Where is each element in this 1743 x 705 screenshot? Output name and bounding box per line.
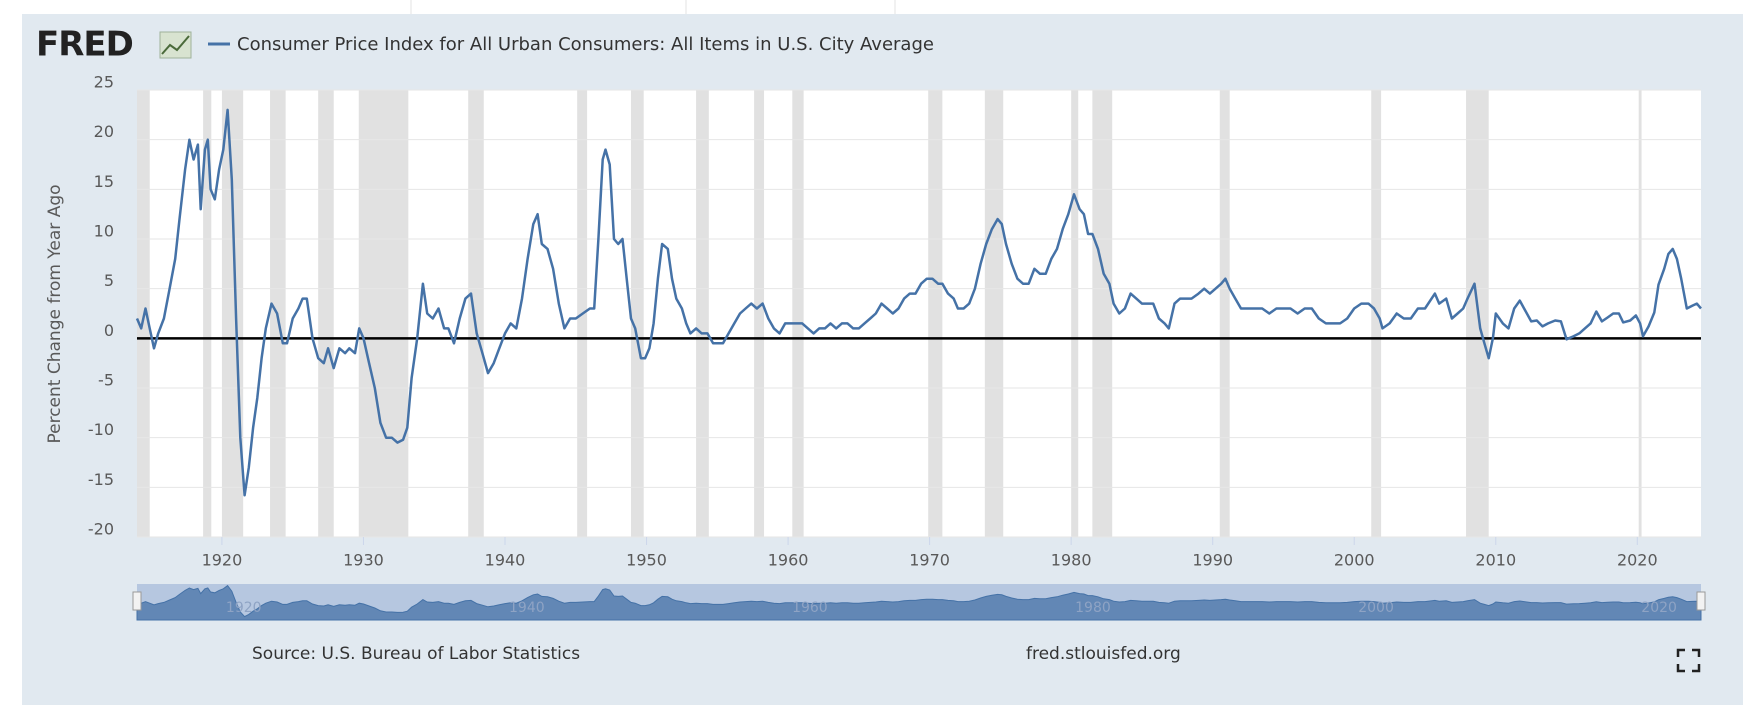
- y-tick-label: 5: [104, 271, 114, 290]
- recession-band: [1092, 90, 1113, 537]
- series-line: [135, 108, 1702, 497]
- recession-band: [696, 90, 709, 537]
- x-tick-label: 1950: [626, 551, 667, 570]
- recession-band: [792, 90, 804, 537]
- recession-band: [630, 90, 644, 537]
- navigator-handle[interactable]: [132, 591, 142, 611]
- x-tick-label: 1920: [202, 551, 243, 570]
- x-tick-label: 1990: [1192, 551, 1233, 570]
- y-tick-label: -10: [88, 420, 114, 439]
- navigator-handle[interactable]: [1696, 591, 1706, 611]
- navigator-label: 1960: [792, 600, 828, 616]
- x-tick-label: 1980: [1051, 551, 1092, 570]
- recession-band: [928, 90, 943, 537]
- recession-band: [1219, 90, 1230, 537]
- x-tick-label: 2010: [1475, 551, 1516, 570]
- navigator-label: 1980: [1075, 600, 1111, 616]
- x-tick-label: 1940: [485, 551, 526, 570]
- y-tick-label: -5: [98, 371, 114, 390]
- fullscreen-button[interactable]: [1676, 648, 1701, 673]
- source: Source: U.S. Bureau of Labor Statistics: [252, 644, 580, 664]
- recession-band: [754, 90, 765, 537]
- navigator-series: [136, 584, 1702, 621]
- site: fred.stlouisfed.org: [1026, 644, 1181, 664]
- x-tick-label: 1930: [343, 551, 384, 570]
- recession-band: [468, 90, 484, 537]
- y-tick-label: -15: [88, 470, 114, 489]
- recession-band: [1638, 90, 1642, 537]
- navigator-label: 2020: [1641, 600, 1677, 616]
- x-tick-label: 1960: [768, 551, 809, 570]
- recession-band: [1071, 90, 1079, 537]
- legend-label: Consumer Price Index for All Urban Consu…: [237, 34, 934, 55]
- y-tick-label: -20: [88, 520, 114, 539]
- y-tick-label: 20: [94, 122, 114, 141]
- recession-band: [318, 90, 334, 537]
- recession-band: [203, 90, 212, 537]
- y-tick-label: 0: [104, 321, 114, 340]
- x-tick-label: 1970: [909, 551, 950, 570]
- y-axis-label: Percent Change from Year Ago: [45, 184, 65, 443]
- navigator-label: 1920: [226, 600, 262, 616]
- y-tick-label: 15: [94, 172, 114, 191]
- recession-band: [984, 90, 1004, 537]
- recession-band: [221, 90, 244, 537]
- x-tick-label: 2000: [1334, 551, 1375, 570]
- x-tick-label: 2020: [1617, 551, 1658, 570]
- navigator-label: 1940: [509, 600, 545, 616]
- y-tick-label: 10: [94, 222, 114, 241]
- navigator-label: 2000: [1358, 600, 1394, 616]
- logo: FRED: [36, 25, 133, 65]
- y-tick-label: 25: [94, 73, 114, 92]
- recession-band: [358, 90, 409, 537]
- logo-icon: [159, 31, 192, 59]
